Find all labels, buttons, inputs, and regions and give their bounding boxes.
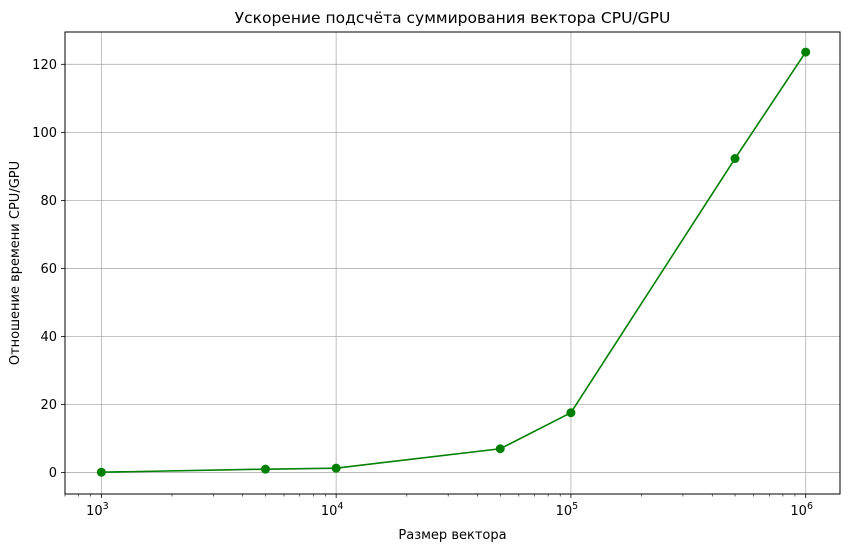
y-tick-label: 100 [32,126,57,141]
data-point [331,463,341,473]
data-point [566,408,576,418]
data-point [96,467,106,477]
x-tick-label: 103 [86,501,109,519]
y-tick-label: 0 [49,466,57,481]
y-tick-label: 60 [40,262,57,277]
x-tick-label: 104 [321,501,344,519]
plot-frame [64,31,841,495]
x-axis-label: Размер вектора [398,528,506,543]
data-point [260,464,270,474]
series-line [101,51,807,474]
data-point [495,444,505,454]
data-point [730,154,740,164]
y-tick-label: 120 [32,58,57,73]
y-axis-label: Отношение времени CPU/GPU [8,161,23,365]
x-axis-ticks: 103 104 105 106 [86,494,813,519]
data-series [96,47,811,477]
y-tick-label: 40 [40,330,57,345]
data-point [801,47,811,57]
y-axis-ticks: 0 20 40 60 80 100 120 [32,58,65,481]
x-tick-label: 105 [556,501,579,519]
chart-title: Ускорение подсчёта суммирования вектора … [235,9,671,27]
x-tick-label: 106 [790,501,813,519]
y-tick-label: 80 [40,194,57,209]
y-tick-label: 20 [40,398,57,413]
grid-lines [65,32,840,494]
